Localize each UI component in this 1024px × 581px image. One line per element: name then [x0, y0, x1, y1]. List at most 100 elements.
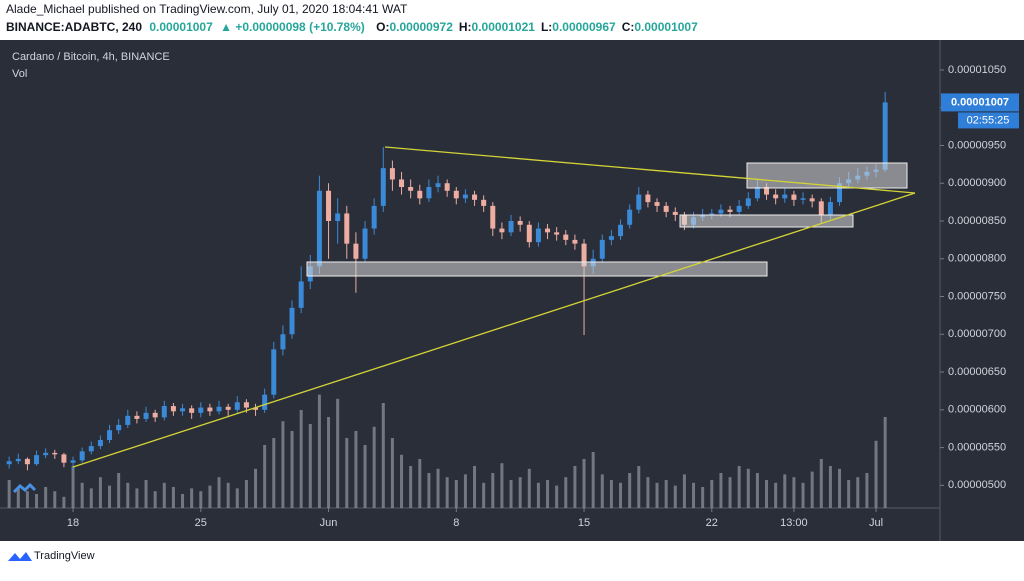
- volume-bar: [263, 445, 267, 508]
- ohlc-value: 0.00000967: [552, 20, 616, 34]
- volume-bar: [98, 477, 102, 508]
- volume-bar: [664, 480, 668, 508]
- plot: [6, 91, 888, 508]
- volume-bar: [244, 480, 248, 508]
- volume-bar: [600, 474, 604, 508]
- x-tick-label: 22: [706, 517, 718, 529]
- volume-bar: [682, 474, 686, 508]
- x-tick-label: 25: [195, 517, 207, 529]
- y-tick-label: 0.00000500: [948, 479, 1006, 491]
- candle-body: [262, 394, 268, 410]
- y-tick-label: 0.00001050: [948, 64, 1006, 76]
- candle-body: [189, 408, 195, 413]
- volume-bar: [865, 473, 869, 508]
- candle-body: [727, 209, 733, 212]
- volume-bar: [746, 468, 750, 508]
- support-zone: [679, 214, 854, 228]
- candle-body: [608, 236, 614, 240]
- volume-bar: [591, 452, 595, 508]
- volume-bar: [336, 398, 340, 508]
- ohlc-key: C:: [621, 20, 635, 34]
- volume-bar: [400, 454, 404, 508]
- volume-bar: [217, 477, 221, 508]
- candle-body: [198, 407, 204, 413]
- volume-bar: [16, 488, 20, 508]
- volume-bar: [819, 459, 823, 508]
- volume-bar: [482, 482, 486, 508]
- volume-bar: [409, 466, 413, 508]
- price-label: 0.00001007: [951, 96, 1009, 108]
- volume-bar: [235, 488, 239, 508]
- volume-label: Vol: [12, 68, 27, 80]
- candle-body: [764, 187, 770, 195]
- volume-bar: [436, 468, 440, 508]
- y-tick-label: 0.00000850: [948, 215, 1006, 227]
- volume-bar: [345, 438, 349, 508]
- candle-body: [88, 446, 94, 452]
- candle-body: [545, 228, 551, 233]
- ohlc-key: L:: [540, 20, 553, 34]
- chart-title: Cardano / Bitcoin, 4h, BINANCE: [12, 51, 170, 63]
- volume-bar: [144, 480, 148, 508]
- volume-bar: [171, 487, 175, 508]
- volume-bar: [828, 466, 832, 508]
- candle-body: [535, 228, 541, 243]
- y-tick-label: 0.00000700: [948, 328, 1006, 340]
- candle-body: [837, 183, 843, 203]
- candle-body: [663, 205, 669, 212]
- volume-bar: [628, 473, 632, 508]
- volume-bar: [153, 491, 157, 508]
- candle-body: [280, 334, 286, 350]
- volume-bar: [190, 488, 194, 508]
- candle-body: [554, 232, 560, 235]
- footer: TradingView: [8, 550, 95, 562]
- candle-body: [809, 198, 815, 202]
- volume-bar: [655, 482, 659, 508]
- candle-body: [143, 412, 149, 419]
- candle-body: [827, 202, 833, 215]
- candle-body: [107, 430, 113, 441]
- volume-bar: [71, 466, 75, 508]
- x-tick-label: 13:00: [780, 517, 808, 529]
- candle-body: [636, 194, 642, 210]
- candle-body: [6, 461, 12, 465]
- candle-body: [161, 406, 167, 418]
- volume-bar: [108, 485, 112, 508]
- candle-body: [170, 406, 176, 412]
- volume-bar: [80, 482, 84, 508]
- candle-body: [371, 205, 377, 229]
- x-tick-label: 8: [453, 517, 459, 529]
- volume-bar: [199, 491, 203, 508]
- volume-bar: [327, 417, 331, 508]
- candle-body: [563, 234, 569, 240]
- candle-body: [745, 198, 751, 206]
- symbol-line: BINANCE:ADABTC, 240 0.00001007 ▲ +0.0000…: [6, 20, 708, 34]
- volume-bar: [646, 477, 650, 508]
- resistance-zone: [746, 162, 908, 189]
- candle-body: [298, 281, 304, 308]
- volume-bar: [582, 459, 586, 508]
- volume-bar: [381, 403, 385, 508]
- volume-bar: [117, 473, 121, 508]
- candle-body: [654, 202, 660, 206]
- candle-body: [344, 213, 350, 244]
- volume-bar: [883, 417, 887, 508]
- volume-bar: [847, 480, 851, 508]
- volume-bar: [701, 487, 705, 508]
- logo-icon: [8, 552, 32, 561]
- candle-body: [773, 194, 779, 199]
- volume-bar: [801, 482, 805, 508]
- volume-bar: [527, 468, 531, 508]
- candle-body: [818, 201, 824, 215]
- candle-body: [453, 190, 459, 199]
- volume-bar: [564, 477, 568, 508]
- volume-bar: [363, 445, 367, 508]
- volume-bar: [546, 480, 550, 508]
- y-tick-label: 0.00000800: [948, 253, 1006, 265]
- candle-body: [718, 209, 724, 214]
- y-tick-label: 0.00000600: [948, 404, 1006, 416]
- candle-body: [180, 408, 186, 412]
- candle-body: [225, 406, 231, 410]
- candle-body: [444, 183, 450, 191]
- volume-bar: [454, 480, 458, 508]
